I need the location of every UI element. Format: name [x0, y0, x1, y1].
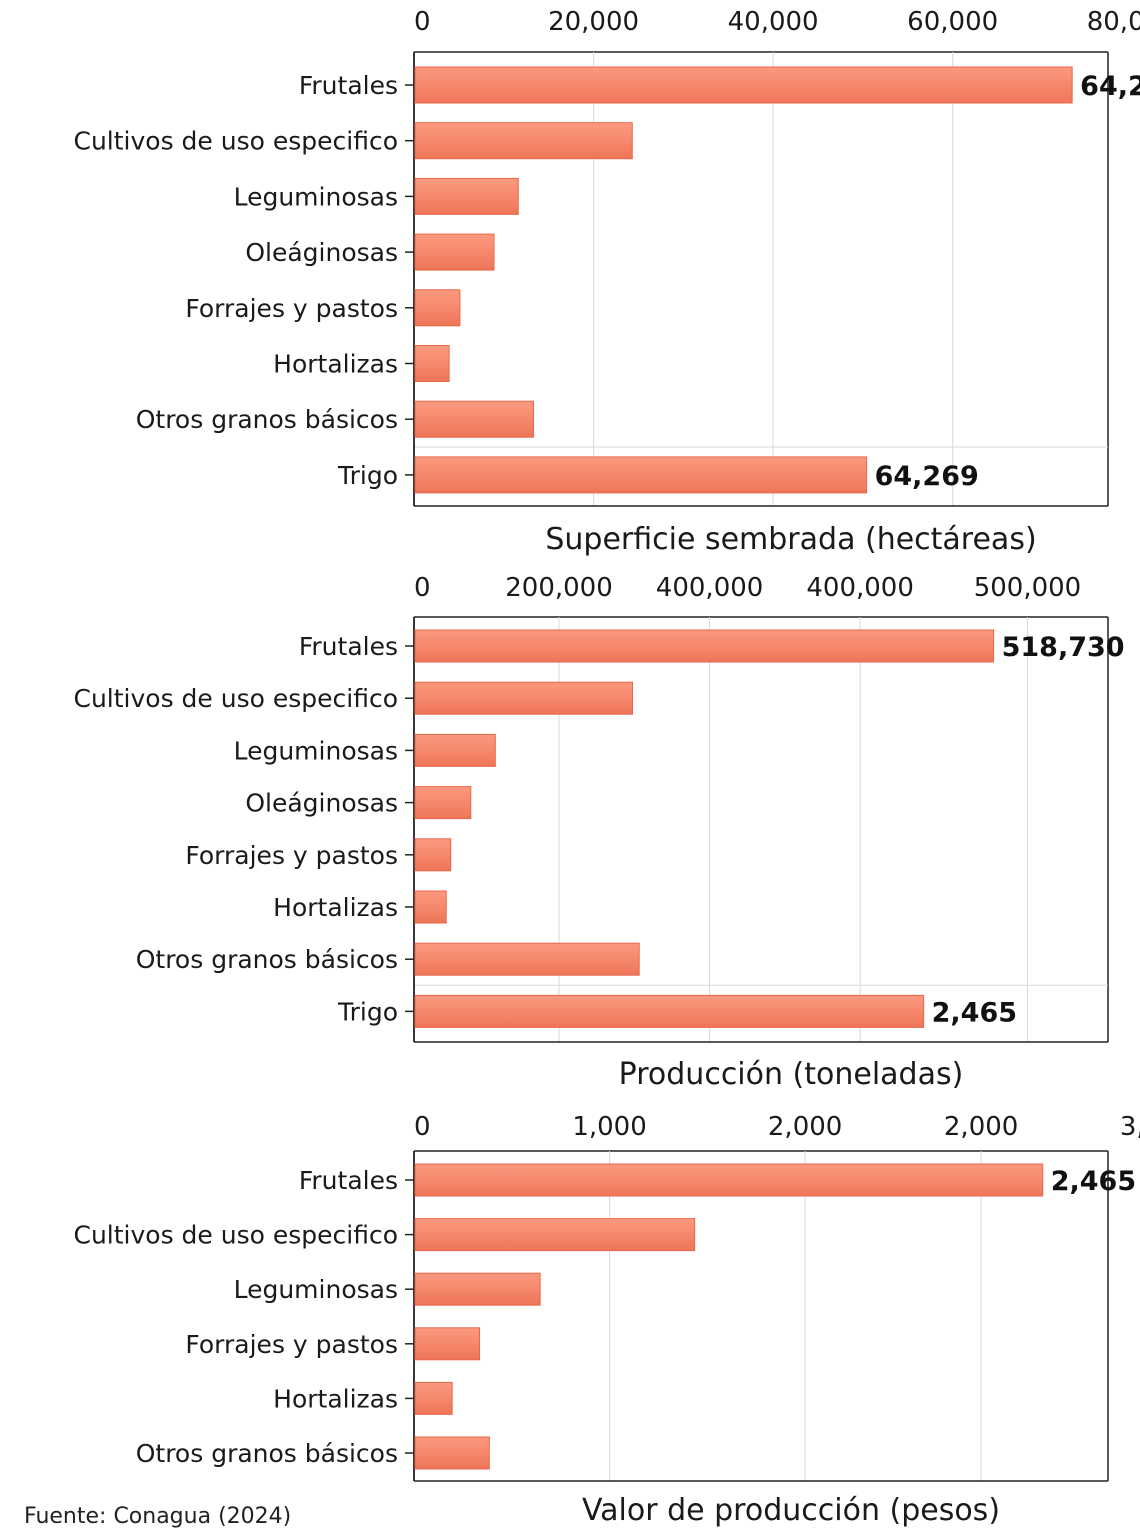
bar — [414, 1272, 541, 1306]
bar — [414, 733, 496, 767]
tick-label: 2,000 — [944, 1112, 1018, 1142]
bar — [414, 1381, 453, 1415]
category-label: Otros granos básicos — [136, 405, 398, 434]
tick-label: 60,000 — [907, 7, 998, 37]
category-label: Cultivos de uso especifico — [74, 684, 399, 713]
bar — [414, 1436, 490, 1470]
data-label-value: 64,269 — [875, 461, 979, 492]
data-label: 64,269 — [1080, 71, 1140, 102]
tick-label: 500,000 — [974, 573, 1082, 603]
category-label: Forrajes y pastos — [185, 1330, 398, 1359]
tick-label: 200,000 — [505, 573, 613, 603]
category-label: Hortalizas — [273, 1384, 398, 1413]
bar — [414, 1327, 481, 1361]
bar — [414, 289, 461, 327]
chart-superficie-sembrada: 0 20,000 40,000 60,000 80,000 Frutales Cultivo… — [74, 7, 1140, 557]
tick-label: 1,000 — [572, 1112, 646, 1142]
bar — [414, 942, 640, 976]
bar — [414, 233, 495, 271]
category-label: Leguminosas — [234, 1275, 398, 1304]
bar — [414, 400, 535, 438]
source-note: Fuente: Conagua (2024) — [24, 1504, 292, 1529]
tick-label: 0 — [414, 1112, 431, 1142]
bar — [414, 66, 1073, 104]
bar — [414, 629, 995, 663]
tick-label: 0 — [414, 7, 431, 37]
data-label: 64,269 — [875, 461, 979, 492]
data-label-value: 2,465 — [1051, 1166, 1136, 1197]
category-label: Hortalizas — [273, 350, 398, 379]
tick-label: 0 — [414, 573, 431, 603]
bar — [414, 177, 519, 215]
category-label: Trigo — [337, 997, 398, 1026]
bar — [414, 345, 450, 382]
category-label: Hortalizas — [273, 893, 398, 922]
category-label: Cultivos de uso especifico — [74, 127, 399, 156]
category-label: Otros granos básicos — [136, 1439, 398, 1468]
category-label: Trigo — [337, 461, 398, 490]
data-label-value: 64,269 — [1080, 71, 1140, 102]
data-label: 2,465 — [932, 997, 1017, 1028]
bar — [414, 1163, 1044, 1197]
axis-title: Valor de producción (pesos) — [582, 1493, 1000, 1528]
category-label: Cultivos de uso especifico — [74, 1221, 399, 1250]
category-label: Otros granos básicos — [136, 945, 398, 974]
tick-label: 400,000 — [656, 573, 764, 603]
axis-title: Superficie sembrada (hectáreas) — [545, 522, 1036, 557]
data-label-suffix: millones — [1136, 1167, 1140, 1196]
category-label: Frutales — [299, 1166, 398, 1195]
bar — [414, 786, 472, 820]
tick-label: 2,000 — [768, 1112, 842, 1142]
tick-label: 400,000 — [806, 573, 914, 603]
data-label: 2,465 millones — [1051, 1166, 1140, 1197]
category-label: Oleáginosas — [245, 238, 398, 267]
category-label: Leguminosas — [234, 182, 398, 211]
category-label: Frutales — [299, 632, 398, 661]
category-label: Oleáginosas — [245, 789, 398, 818]
data-label: 518,730 — [1002, 632, 1125, 663]
tick-label: 40,000 — [728, 7, 819, 37]
category-label: Forrajes y pastos — [185, 294, 398, 323]
bar — [414, 838, 452, 872]
category-label: Leguminosas — [234, 736, 398, 765]
category-label: Frutales — [299, 71, 398, 100]
tick-label: 3,000 — [1120, 1112, 1140, 1142]
tick-label: 80,000 — [1087, 7, 1140, 37]
bar — [414, 122, 633, 160]
bar — [414, 681, 633, 715]
bar — [414, 994, 925, 1028]
chart-produccion: 0 200,000 400,000 400,000 500,000 Frutales Cul… — [74, 573, 1125, 1092]
axis-title: Producción (toneladas) — [619, 1057, 964, 1092]
bar — [414, 890, 447, 924]
bar — [414, 1218, 696, 1252]
category-label: Forrajes y pastos — [185, 841, 398, 870]
tick-label: 20,000 — [548, 7, 639, 37]
data-label-value: 2,465 — [932, 997, 1017, 1028]
chart-valor-produccion: 0 1,000 2,000 2,000 3,000 Frutales Cultivos de… — [74, 1112, 1140, 1528]
data-label-value: 518,730 — [1002, 632, 1125, 663]
bar — [414, 456, 868, 494]
